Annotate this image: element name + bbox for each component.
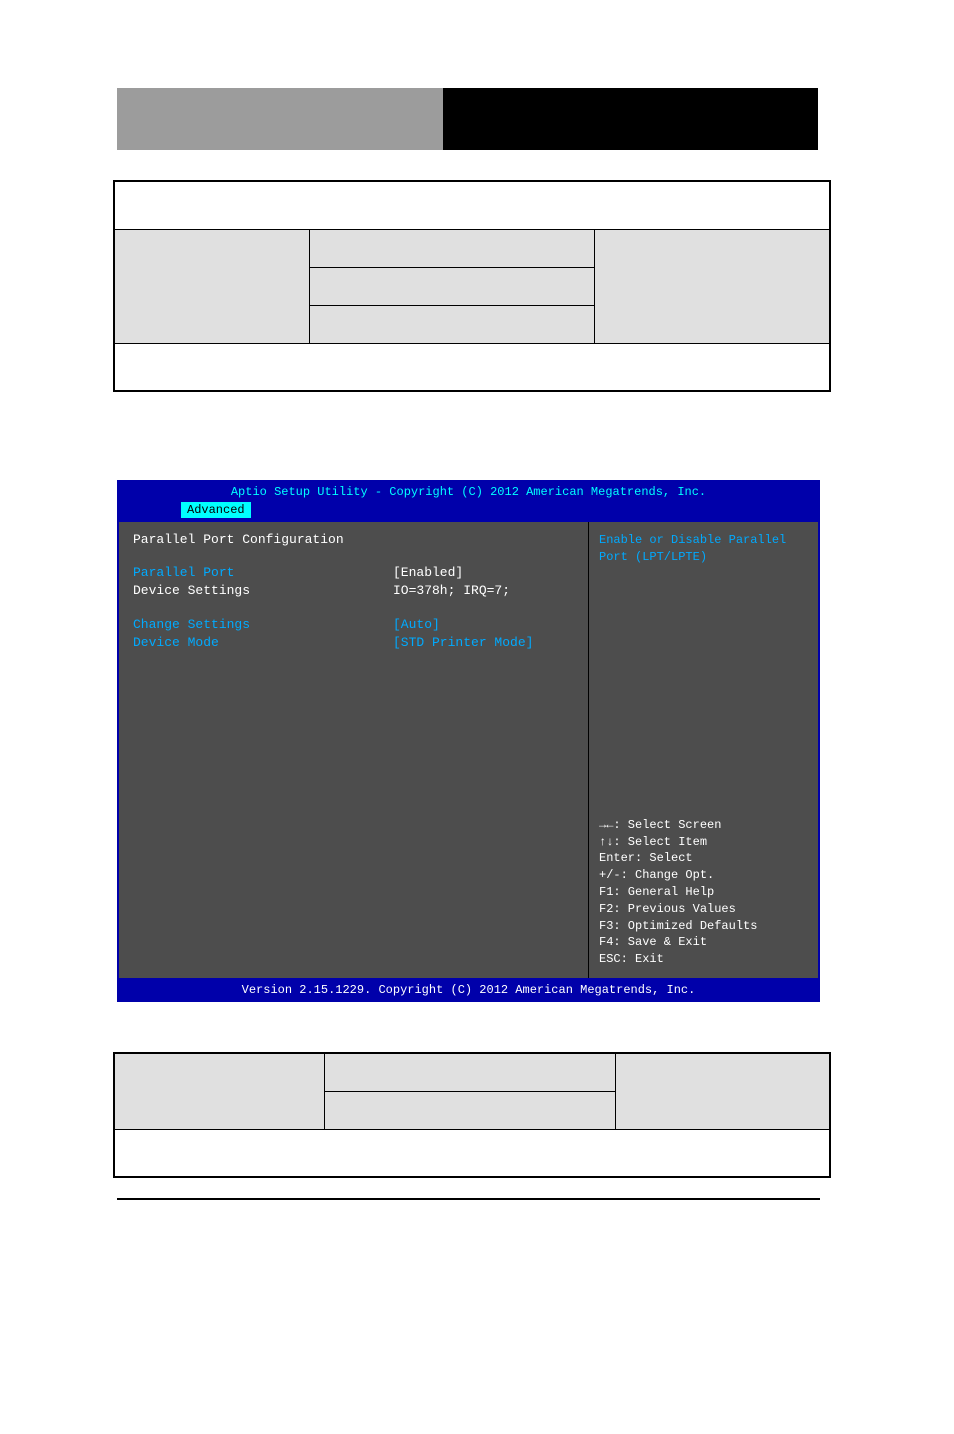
- bios-title-bar: Aptio Setup Utility - Copyright (C) 2012…: [117, 480, 820, 504]
- bios-item-label: Device Mode: [133, 635, 393, 650]
- bios-right-panel: Enable or Disable Parallel Port (LPT/LPT…: [589, 522, 818, 978]
- bios-key: +/-: Change Opt.: [599, 867, 808, 884]
- bios-tab-bar: Advanced: [117, 504, 820, 522]
- options-table-2: [113, 1052, 831, 1178]
- table2-opt-1: [325, 1053, 616, 1091]
- table1-footer: [114, 343, 830, 391]
- table2-footer: [114, 1129, 830, 1177]
- bios-key: →←: Select Screen: [599, 817, 808, 834]
- bios-key: ↑↓: Select Item: [599, 834, 808, 851]
- table1-opt-3: [310, 305, 595, 343]
- bios-item-label: Parallel Port: [133, 565, 393, 580]
- bios-screenshot: Aptio Setup Utility - Copyright (C) 2012…: [117, 480, 820, 1002]
- bios-left-panel: Parallel Port Configuration Parallel Por…: [119, 522, 589, 978]
- bios-key: F2: Previous Values: [599, 901, 808, 918]
- table1-header: [114, 181, 830, 229]
- table1-row-label: [114, 229, 310, 343]
- bios-key: ESC: Exit: [599, 951, 808, 968]
- bios-tab-advanced[interactable]: Advanced: [181, 502, 251, 518]
- bios-item-change-settings[interactable]: Change Settings [Auto]: [133, 617, 574, 632]
- bios-key: F3: Optimized Defaults: [599, 918, 808, 935]
- header-grey-box: [117, 88, 443, 152]
- bios-item-value: [STD Printer Mode]: [393, 635, 533, 650]
- bios-item-device-mode[interactable]: Device Mode [STD Printer Mode]: [133, 635, 574, 650]
- bios-body: Parallel Port Configuration Parallel Por…: [117, 522, 820, 978]
- bios-item-value: IO=378h; IRQ=7;: [393, 583, 510, 598]
- bios-key: F4: Save & Exit: [599, 934, 808, 951]
- header-black-box: [443, 88, 818, 152]
- bios-key: Enter: Select: [599, 850, 808, 867]
- table2-row-label: [114, 1053, 325, 1129]
- bios-key-legend: →←: Select Screen ↑↓: Select Item Enter:…: [599, 817, 808, 968]
- bios-key: F1: General Help: [599, 884, 808, 901]
- bios-item-label: Device Settings: [133, 583, 393, 598]
- bios-help-text: Enable or Disable Parallel Port (LPT/LPT…: [599, 532, 808, 566]
- table2-opt-2: [325, 1091, 616, 1129]
- bios-item-label: Change Settings: [133, 617, 393, 632]
- table2-row-desc: [615, 1053, 830, 1129]
- table1-opt-2: [310, 267, 595, 305]
- table1-opt-1: [310, 229, 595, 267]
- bios-item-parallel-port[interactable]: Parallel Port [Enabled]: [133, 565, 574, 580]
- footer-divider: [117, 1198, 820, 1200]
- table1-row-desc: [594, 229, 830, 343]
- bios-item-value: [Auto]: [393, 617, 440, 632]
- bios-section-heading: Parallel Port Configuration: [133, 532, 574, 547]
- bios-item-value: [Enabled]: [393, 565, 463, 580]
- bios-item-device-settings: Device Settings IO=378h; IRQ=7;: [133, 583, 574, 598]
- bios-version-bar: Version 2.15.1229. Copyright (C) 2012 Am…: [117, 978, 820, 1002]
- options-table-1: [113, 180, 831, 392]
